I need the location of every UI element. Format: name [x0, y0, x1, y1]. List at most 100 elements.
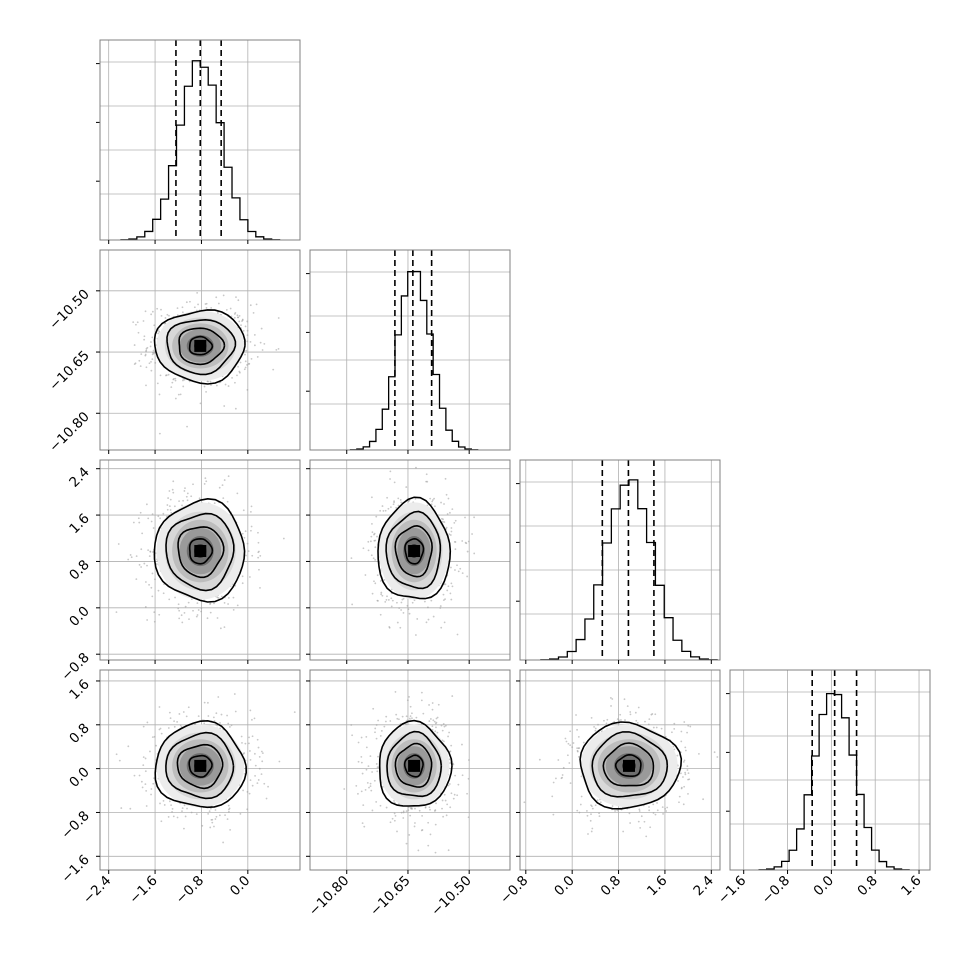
scatter-point: [153, 735, 156, 738]
scatter-point: [172, 480, 175, 483]
scatter-point: [407, 806, 410, 809]
scatter-point: [183, 378, 186, 381]
scatter-point: [203, 722, 206, 725]
scatter-point: [596, 799, 599, 802]
scatter-point: [209, 603, 211, 605]
scatter-point: [145, 805, 148, 807]
scatter-point: [598, 815, 601, 818]
scatter-point: [686, 765, 689, 768]
contour-line: [394, 524, 433, 578]
scatter-point: [652, 812, 655, 814]
scatter-point: [400, 811, 403, 814]
scatter-point: [666, 806, 669, 809]
scatter-point: [159, 802, 161, 805]
scatter-point: [411, 717, 413, 720]
scatter-point: [421, 829, 424, 831]
scatter-point: [377, 599, 379, 602]
scatter-point: [250, 525, 253, 528]
scatter-point: [390, 597, 393, 600]
scatter-point: [234, 381, 236, 384]
scatter-point: [244, 530, 247, 533]
scatter-point: [454, 541, 457, 543]
contour-line: [153, 497, 246, 603]
scatter-point: [242, 753, 245, 755]
scatter-point: [443, 621, 446, 624]
scatter-point: [387, 599, 390, 601]
scatter-point: [456, 633, 459, 636]
scatter-point: [150, 360, 152, 363]
scatter-point: [445, 493, 448, 496]
scatter-point: [213, 602, 215, 605]
scatter-point: [367, 765, 370, 767]
scatter-point: [172, 491, 175, 494]
scatter-point: [467, 540, 470, 543]
scatter-point: [120, 807, 123, 809]
scatter-point: [143, 335, 146, 338]
scatter-point: [392, 503, 395, 506]
scatter-point: [396, 601, 398, 604]
scatter-point: [205, 480, 208, 483]
scatter-point: [589, 819, 592, 822]
scatter-point: [195, 813, 198, 816]
scatter-point: [198, 497, 201, 500]
scatter-point: [157, 515, 160, 518]
scatter-point: [394, 691, 397, 693]
density-peak: [194, 545, 207, 558]
panel-frame: [309, 249, 511, 451]
scatter-point: [636, 722, 639, 724]
scatter-point: [590, 716, 593, 719]
scatter-point: [186, 499, 189, 502]
scatter-point: [425, 621, 428, 624]
scatter-point: [360, 756, 363, 758]
scatter-point: [197, 609, 200, 611]
scatter-point: [251, 735, 254, 738]
scatter-point: [277, 347, 280, 350]
scatter-point: [355, 784, 358, 787]
density-peak: [408, 759, 421, 772]
scatter-point: [151, 513, 154, 516]
scatter-point: [656, 809, 659, 812]
scatter-point: [386, 496, 389, 499]
scatter-point: [241, 320, 243, 323]
scatter-point: [278, 760, 281, 763]
scatter-point: [160, 308, 162, 311]
scatter-point: [232, 596, 235, 599]
scatter-point: [432, 719, 435, 722]
scatter-point: [649, 826, 652, 829]
scatter-point: [249, 510, 252, 513]
scatter-point: [374, 582, 377, 585]
plot-area: −10.80−10.65−10.50−0.80.00.81.62.4−2.4 −1…: [46, 39, 931, 919]
histogram-panel-0: [96, 39, 301, 244]
x-tick-label: 0.8: [854, 873, 881, 900]
scatter-point: [401, 715, 404, 718]
scatter-point: [205, 390, 207, 393]
scatter-point: [216, 724, 219, 727]
scatter-point: [146, 619, 149, 621]
scatter-point: [451, 695, 454, 697]
scatter-point: [373, 779, 376, 782]
scatter-point: [259, 341, 262, 344]
scatter-point: [555, 777, 557, 780]
scatter-point: [414, 807, 416, 810]
scatter-point: [153, 777, 155, 780]
scatter-point: [240, 324, 242, 326]
x-tick-label: −2.4: [80, 873, 114, 907]
panel-frame: [309, 459, 511, 661]
scatter-point: [272, 368, 275, 371]
scatter-point: [145, 350, 147, 353]
scatter-point: [129, 554, 132, 556]
scatter-point: [406, 699, 409, 702]
scatter-point: [443, 503, 445, 505]
scatter-point: [141, 786, 144, 789]
scatter-point: [141, 532, 144, 535]
scatter-point: [431, 702, 434, 704]
scatter-point: [390, 506, 392, 509]
scatter-point: [146, 721, 149, 724]
scatter-point: [376, 766, 379, 769]
scatter-point: [213, 825, 215, 828]
scatter-point: [169, 800, 171, 803]
scatter-point: [253, 717, 256, 720]
scatter-point: [606, 718, 609, 721]
scatter-point: [187, 601, 190, 604]
scatter-point: [594, 727, 597, 730]
